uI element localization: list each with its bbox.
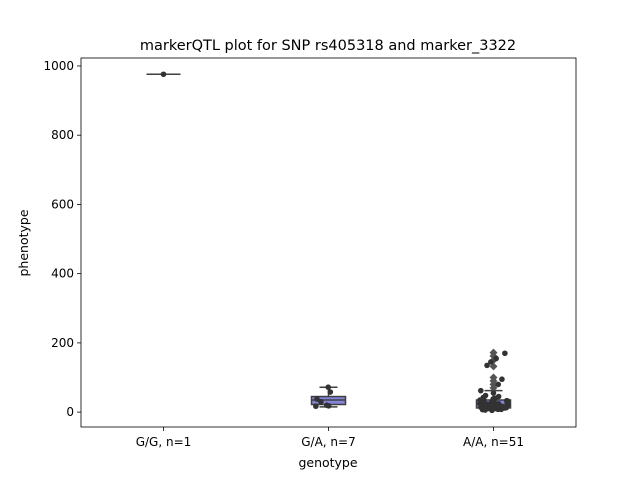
data-point bbox=[477, 400, 483, 407]
data-point bbox=[325, 384, 332, 390]
x-tick-label: G/A, n=7 bbox=[301, 435, 355, 449]
data-point bbox=[495, 381, 502, 388]
chart-title: markerQTL plot for SNP rs405318 and mark… bbox=[140, 38, 516, 54]
data-point bbox=[499, 376, 505, 383]
y-tick-label: 1000 bbox=[43, 59, 74, 73]
outlier bbox=[489, 383, 498, 392]
data-point bbox=[490, 390, 497, 396]
y-axis-label: phenotype bbox=[16, 209, 31, 276]
data-point bbox=[495, 406, 501, 413]
data-point bbox=[327, 389, 334, 395]
data-point bbox=[488, 403, 494, 409]
data-point bbox=[325, 403, 332, 409]
data-point bbox=[482, 407, 489, 413]
data-point bbox=[484, 362, 490, 369]
y-tick-label: 600 bbox=[51, 197, 74, 211]
x-tick-label: G/G, n=1 bbox=[136, 435, 192, 449]
data-point bbox=[313, 403, 319, 410]
y-tick-label: 0 bbox=[66, 405, 74, 419]
y-tick-label: 800 bbox=[51, 128, 74, 142]
y-tick-label: 200 bbox=[51, 336, 74, 350]
x-axis-label: genotype bbox=[298, 455, 357, 470]
data-point bbox=[160, 71, 167, 78]
data-point bbox=[493, 355, 499, 362]
data-point bbox=[314, 396, 320, 402]
x-tick-label: A/A, n=51 bbox=[463, 435, 524, 449]
plot-frame bbox=[80, 57, 577, 428]
data-point bbox=[488, 359, 494, 365]
data-point bbox=[318, 398, 324, 405]
data-point bbox=[489, 407, 495, 414]
data-point bbox=[477, 387, 484, 394]
data-point bbox=[502, 350, 508, 357]
y-tick-label: 400 bbox=[51, 267, 74, 281]
